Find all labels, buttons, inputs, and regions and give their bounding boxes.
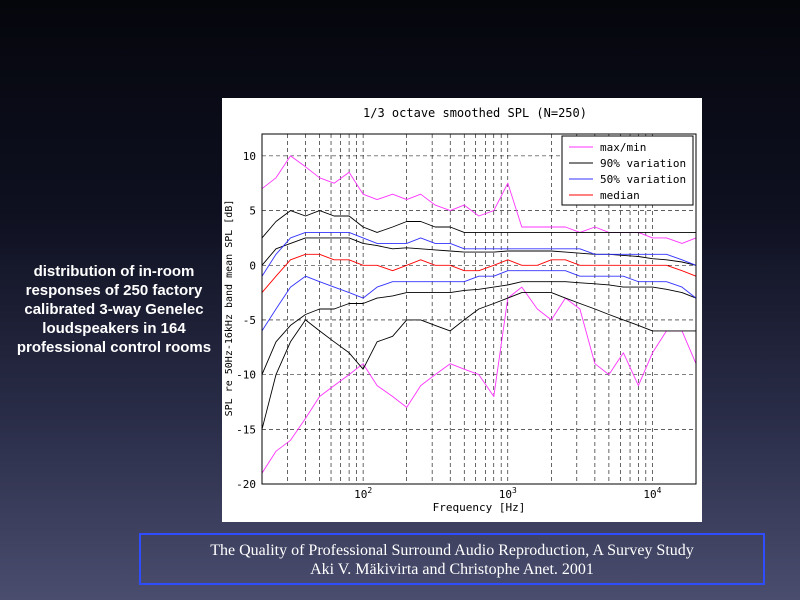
y-tick-label: -5	[243, 314, 256, 327]
series-line-90-band-inner-upper	[261, 237, 697, 266]
series-lines	[261, 155, 697, 474]
side-caption: distribution of in-room responses of 250…	[16, 263, 212, 356]
y-tick-label: -10	[236, 369, 256, 382]
spl-chart: 1/3 octave smoothed SPL (N=250) 10 5 0 -5 -1…	[224, 106, 697, 514]
y-tick-label: 10	[243, 150, 256, 163]
y-ticks: 10 5 0 -5 -10 -15 -20	[236, 150, 256, 491]
x-tick-label: 102	[354, 486, 372, 501]
legend-label-max-min: max/min	[600, 141, 646, 154]
y-tick-label: 0	[249, 259, 256, 272]
y-tick-label: 5	[249, 205, 256, 218]
chart-title: 1/3 octave smoothed SPL (N=250)	[363, 106, 587, 120]
citation-title: The Quality of Professional Surround Aud…	[210, 542, 694, 559]
plot-frame	[261, 133, 697, 485]
legend-label-median: median	[600, 189, 640, 202]
legend-label-50-variation: 50% variation	[600, 173, 686, 186]
series-line-max-min-lower	[261, 286, 697, 474]
citation-authors: Aki V. Mäkivirta and Christophe Anet. 20…	[310, 561, 594, 578]
x-axis-label: Frequency [Hz]	[433, 501, 526, 514]
y-tick-label: -20	[236, 478, 256, 491]
series-line-90-band-inner-lower	[261, 281, 697, 375]
chart-panel: 1/3 octave smoothed SPL (N=250) 10 5 0 -5 -1…	[222, 98, 702, 522]
x-ticks: 102 103 104	[354, 486, 662, 501]
legend: max/min 90% variation 50% variation medi…	[561, 135, 694, 206]
series-line-90-upper	[261, 210, 696, 239]
y-axis-label: SPL re 50Hz-16kHz band mean SPL [dB]	[224, 200, 235, 417]
series-line-median	[261, 253, 697, 293]
y-tick-label: -15	[236, 423, 256, 436]
series-line-50-lower	[261, 270, 697, 332]
legend-label-90-variation: 90% variation	[600, 157, 686, 170]
series-line-50-upper	[261, 231, 697, 277]
series-line-90-lower	[261, 292, 696, 430]
citation-box: The Quality of Professional Surround Aud…	[139, 533, 765, 585]
x-tick-label: 104	[643, 486, 661, 501]
x-tick-label: 103	[499, 486, 517, 501]
